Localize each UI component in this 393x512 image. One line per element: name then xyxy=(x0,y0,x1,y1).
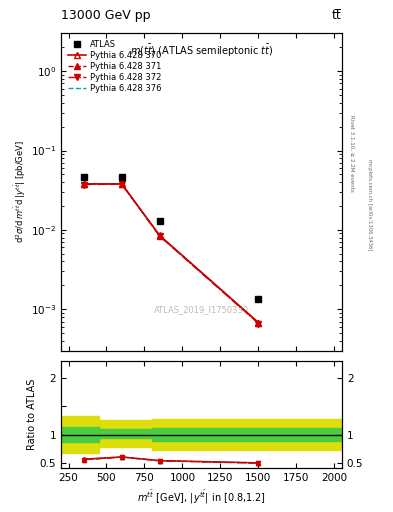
Text: ATLAS_2019_I1750330: ATLAS_2019_I1750330 xyxy=(154,305,249,314)
Text: mcplots.cern.ch [arXiv:1306.3436]: mcplots.cern.ch [arXiv:1306.3436] xyxy=(367,159,372,250)
Text: tt̅: tt̅ xyxy=(332,9,342,22)
Legend: ATLAS, Pythia 6.428 370, Pythia 6.428 371, Pythia 6.428 372, Pythia 6.428 376: ATLAS, Pythia 6.428 370, Pythia 6.428 37… xyxy=(65,37,164,96)
Text: $m(t\bar{t})$ (ATLAS semileptonic $t\bar{t}$): $m(t\bar{t})$ (ATLAS semileptonic $t\bar… xyxy=(130,43,273,59)
Text: 13000 GeV pp: 13000 GeV pp xyxy=(61,9,151,22)
Y-axis label: $\mathrm{d}^2\sigma / \mathrm{d}\,m^{t\bar{t}}\,\mathrm{d}\,|y^{t\bar{t}}|$ [pb/: $\mathrm{d}^2\sigma / \mathrm{d}\,m^{t\b… xyxy=(12,141,28,243)
Y-axis label: Ratio to ATLAS: Ratio to ATLAS xyxy=(27,379,37,451)
Text: Rivet 3.1.10, ≥ 2.2M events: Rivet 3.1.10, ≥ 2.2M events xyxy=(349,115,354,192)
X-axis label: $m^{t\bar{t}}$ [GeV], $|y^{t\bar{t}}|$ in [0.8,1.2]: $m^{t\bar{t}}$ [GeV], $|y^{t\bar{t}}|$ i… xyxy=(137,489,266,506)
